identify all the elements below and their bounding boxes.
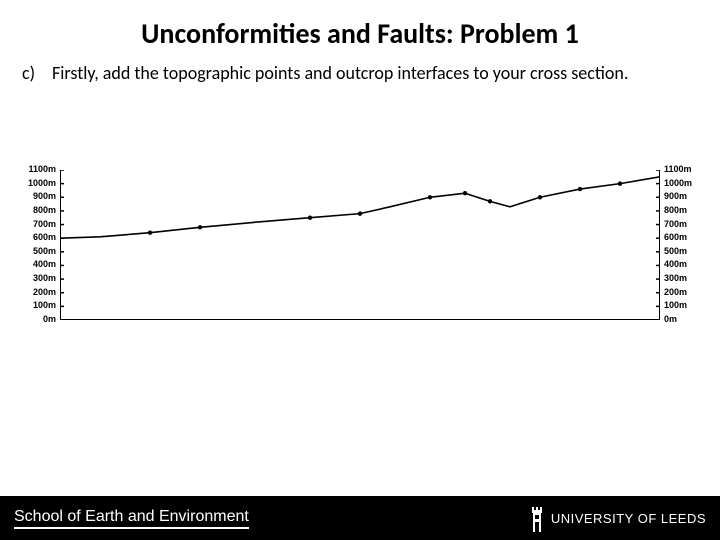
y-tick-label: 400m <box>664 260 702 269</box>
question-text: Firstly, add the topographic points and … <box>52 62 628 85</box>
y-tick-label: 700m <box>664 220 702 229</box>
y-tick-label: 600m <box>18 233 56 242</box>
university-logo: UNIVERSITY OF LEEDS <box>529 504 706 532</box>
footer-bar: School of Earth and Environment UNIVERSI… <box>0 496 720 540</box>
y-tick-label: 1100m <box>664 165 702 174</box>
slide-title: Unconformities and Faults: Problem 1 <box>0 16 720 51</box>
question-row: c) Firstly, add the topographic points a… <box>22 62 682 85</box>
university-name: UNIVERSITY OF LEEDS <box>551 511 706 526</box>
y-tick-label: 400m <box>18 260 56 269</box>
y-tick-label: 1000m <box>18 179 56 188</box>
y-tick-label: 600m <box>664 233 702 242</box>
y-tick-label: 100m <box>18 301 56 310</box>
question-label: c) <box>22 62 40 85</box>
y-axis-labels-left: 1100m1000m900m800m700m600m500m400m300m20… <box>18 170 56 320</box>
footer-logo-area: UNIVERSITY OF LEEDS <box>529 504 706 532</box>
cross-section-chart: 1100m1000m900m800m700m600m500m400m300m20… <box>60 170 660 320</box>
y-tick-label: 300m <box>664 274 702 283</box>
y-tick-label: 100m <box>664 301 702 310</box>
footer-school: School of Earth and Environment <box>14 508 249 529</box>
tower-icon <box>529 504 545 532</box>
y-tick-label: 300m <box>18 274 56 283</box>
y-tick-label: 700m <box>18 220 56 229</box>
y-tick-label: 0m <box>664 315 702 324</box>
y-tick-label: 200m <box>18 288 56 297</box>
slide: Unconformities and Faults: Problem 1 c) … <box>0 0 720 540</box>
y-tick-label: 900m <box>18 192 56 201</box>
chart-svg <box>60 170 660 320</box>
y-tick-label: 500m <box>18 247 56 256</box>
y-tick-label: 800m <box>664 206 702 215</box>
y-tick-label: 200m <box>664 288 702 297</box>
y-axis-labels-right: 1100m1000m900m800m700m600m500m400m300m20… <box>664 170 702 320</box>
y-tick-label: 800m <box>18 206 56 215</box>
y-tick-label: 1100m <box>18 165 56 174</box>
y-tick-label: 900m <box>664 192 702 201</box>
y-tick-label: 500m <box>664 247 702 256</box>
y-tick-label: 1000m <box>664 179 702 188</box>
y-tick-label: 0m <box>18 315 56 324</box>
footer-school-text: School of Earth and Environment <box>14 508 249 529</box>
